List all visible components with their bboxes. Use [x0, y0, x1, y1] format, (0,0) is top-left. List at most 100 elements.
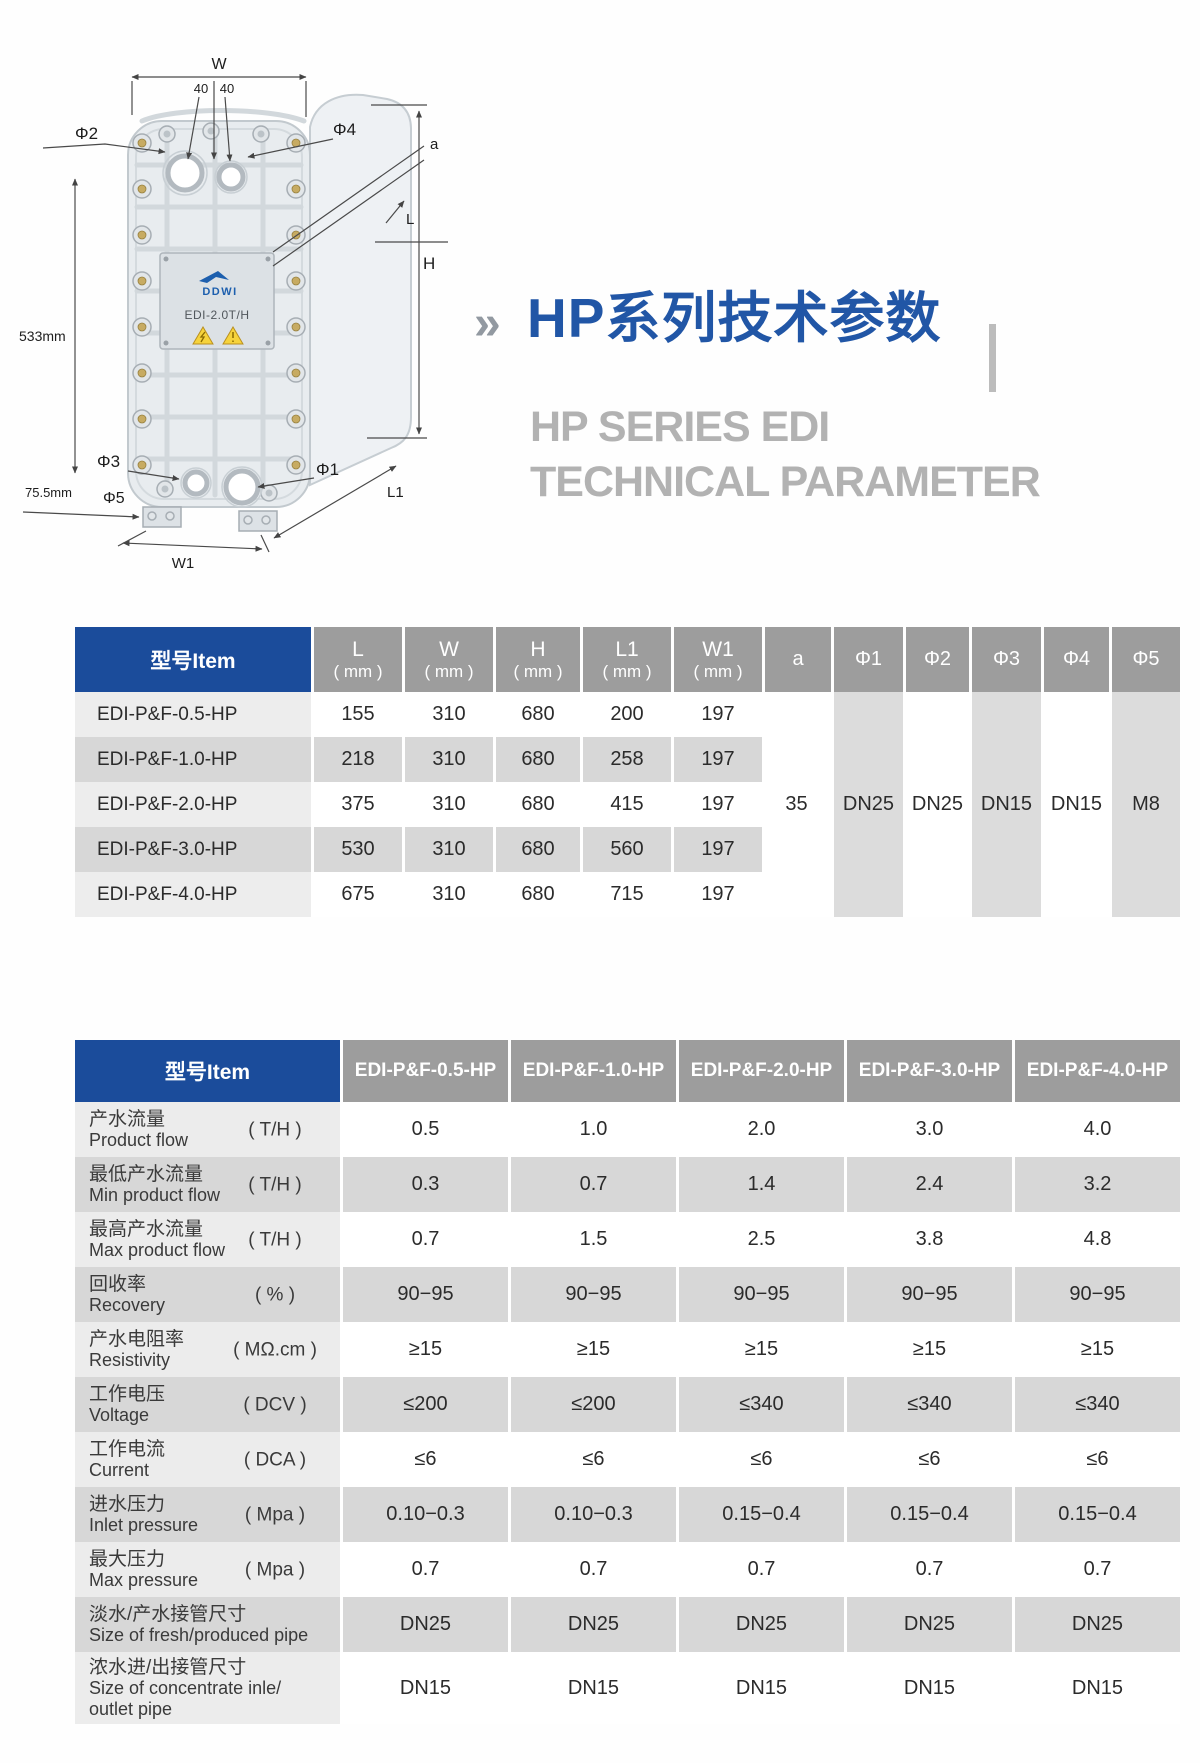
- value-cell: 1.5: [508, 1212, 676, 1267]
- dim-phi2-label: Φ2: [75, 124, 98, 143]
- value-cell: ≥15: [844, 1322, 1012, 1377]
- value-cell: DN25: [676, 1597, 844, 1652]
- value-cell: 197: [671, 827, 762, 872]
- value-cell: 680: [493, 737, 580, 782]
- table-row-concentrate-pipe-size: 浓水进/出接管尺寸 Size of concentrate inle/outlet…: [75, 1652, 1180, 1724]
- value-cell: 90−95: [340, 1267, 508, 1322]
- value-cell: DN15: [340, 1652, 508, 1724]
- value-cell: 90−95: [676, 1267, 844, 1322]
- header-model-0: EDI-P&F-0.5-HP: [340, 1040, 508, 1102]
- value-cell: 197: [671, 737, 762, 782]
- header-model-1: EDI-P&F-1.0-HP: [508, 1040, 676, 1102]
- page-subtitle-line2: TECHNICAL PARAMETER: [530, 458, 1041, 506]
- row-unit: ( % ): [254, 1283, 296, 1305]
- merged-a: 35: [762, 692, 831, 917]
- value-cell: 310: [402, 737, 493, 782]
- header-L1: L1( mm ): [580, 627, 671, 692]
- row-unit: ( DCV ): [243, 1393, 307, 1415]
- header-model-3: EDI-P&F-3.0-HP: [844, 1040, 1012, 1102]
- value-cell: 415: [580, 782, 671, 827]
- row-label: 最大压力 Max pressure( Mpa ): [75, 1542, 340, 1597]
- header-item: 型号Item: [75, 627, 311, 692]
- header-model-2: EDI-P&F-2.0-HP: [676, 1040, 844, 1102]
- header-W: W( mm ): [402, 627, 493, 692]
- merged-phi2: DN25: [903, 692, 969, 917]
- row-label: 产水电阻率 Resistivity( MΩ.cm ): [75, 1322, 340, 1377]
- header-phi5: Φ5: [1109, 627, 1180, 692]
- value-cell: 530: [311, 827, 402, 872]
- row-label: 最低产水流量 Min product flow( T/H ): [75, 1157, 340, 1212]
- value-cell: 715: [580, 872, 671, 917]
- value-cell: 675: [311, 872, 402, 917]
- table-row-min-product-flow: 最低产水流量 Min product flow( T/H ) 0.3 0.7 1.…: [75, 1157, 1180, 1212]
- value-cell: 0.5: [340, 1102, 508, 1157]
- value-cell: 375: [311, 782, 402, 827]
- value-cell: 3.2: [1012, 1157, 1180, 1212]
- value-cell: ≤200: [508, 1377, 676, 1432]
- header-phi2: Φ2: [903, 627, 969, 692]
- value-cell: ≤6: [844, 1432, 1012, 1487]
- value-cell: 680: [493, 692, 580, 737]
- table-row: EDI-P&F-3.0-HP 530 310 680 560 197: [75, 827, 762, 872]
- value-cell: 310: [402, 782, 493, 827]
- table-row: EDI-P&F-4.0-HP 675 310 680 715 197: [75, 872, 762, 917]
- value-cell: DN25: [508, 1597, 676, 1652]
- title-divider: [989, 324, 996, 392]
- row-label: 最高产水流量 Max product flow( T/H ): [75, 1212, 340, 1267]
- dim-533mm-label: 533mm: [19, 328, 66, 344]
- dimension-table-body: EDI-P&F-0.5-HP 155 310 680 200 197 EDI-P…: [75, 692, 1180, 917]
- row-label: 工作电压 Voltage( DCV ): [75, 1377, 340, 1432]
- value-cell: 310: [402, 827, 493, 872]
- merged-phi5: M8: [1109, 692, 1180, 917]
- table-row: EDI-P&F-0.5-HP 155 310 680 200 197: [75, 692, 762, 737]
- table-row: EDI-P&F-1.0-HP 218 310 680 258 197: [75, 737, 762, 782]
- value-cell: 90−95: [1012, 1267, 1180, 1322]
- value-cell: 2.5: [676, 1212, 844, 1267]
- value-cell: ≤6: [1012, 1432, 1180, 1487]
- row-label: 浓水进/出接管尺寸 Size of concentrate inle/outlet…: [75, 1652, 340, 1724]
- table-row-resistivity: 产水电阻率 Resistivity( MΩ.cm ) ≥15 ≥15 ≥15 ≥1…: [75, 1322, 1180, 1377]
- value-cell: 0.7: [508, 1157, 676, 1212]
- row-unit: ( Mpa ): [244, 1503, 306, 1525]
- value-cell: ≤340: [676, 1377, 844, 1432]
- value-cell: 4.8: [1012, 1212, 1180, 1267]
- header-model-4: EDI-P&F-4.0-HP: [1012, 1040, 1180, 1102]
- row-unit: ( T/H ): [248, 1118, 302, 1140]
- row-unit: ( T/H ): [248, 1228, 302, 1250]
- header-a: a: [762, 627, 831, 692]
- value-cell: 0.7: [340, 1542, 508, 1597]
- value-cell: ≥15: [676, 1322, 844, 1377]
- model-cell: EDI-P&F-4.0-HP: [75, 872, 311, 917]
- value-cell: 0.7: [844, 1542, 1012, 1597]
- header-phi4: Φ4: [1041, 627, 1109, 692]
- value-cell: 200: [580, 692, 671, 737]
- dim-phi3-label: Φ3: [97, 452, 120, 471]
- warning-icons: [192, 326, 244, 345]
- parameter-table: 型号Item EDI-P&F-0.5-HP EDI-P&F-1.0-HP EDI…: [75, 1040, 1180, 1724]
- value-cell: ≥15: [508, 1322, 676, 1377]
- model-cell: EDI-P&F-3.0-HP: [75, 827, 311, 872]
- value-cell: ≥15: [1012, 1322, 1180, 1377]
- value-cell: 90−95: [508, 1267, 676, 1322]
- value-cell: 680: [493, 782, 580, 827]
- value-cell: 90−95: [844, 1267, 1012, 1322]
- device-body: DDWI EDI-2.0T/H: [127, 93, 412, 532]
- dim-l-label: L: [406, 211, 414, 228]
- table-row-fresh-pipe-size: 淡水/产水接管尺寸 Size of fresh/produced pipe DN2…: [75, 1597, 1180, 1652]
- dim-w1-label: W1: [172, 555, 195, 572]
- dimension-annotations: W 40 40 Φ2 Φ4 a L H 533mm Φ3 Φ1 75.5mm Φ…: [19, 56, 448, 572]
- value-cell: DN15: [676, 1652, 844, 1724]
- table-row-product-flow: 产水流量 Product flow( T/H ) 0.5 1.0 2.0 3.0 …: [75, 1102, 1180, 1157]
- page-subtitle-line1: HP SERIES EDI: [530, 403, 830, 451]
- table-row-inlet-pressure: 进水压力 Inlet pressure( Mpa ) 0.10−0.3 0.10−…: [75, 1487, 1180, 1542]
- value-cell: 680: [493, 827, 580, 872]
- value-cell: 197: [671, 782, 762, 827]
- page-title-zh: HP系列技术参数: [527, 287, 942, 349]
- value-cell: 1.4: [676, 1157, 844, 1212]
- value-cell: 4.0: [1012, 1102, 1180, 1157]
- parameter-table-header: 型号Item EDI-P&F-0.5-HP EDI-P&F-1.0-HP EDI…: [75, 1040, 1180, 1102]
- row-unit: ( Mpa ): [244, 1558, 306, 1580]
- table-row-voltage: 工作电压 Voltage( DCV ) ≤200 ≤200 ≤340 ≤340 ≤…: [75, 1377, 1180, 1432]
- device-model-label: EDI-2.0T/H: [184, 308, 249, 322]
